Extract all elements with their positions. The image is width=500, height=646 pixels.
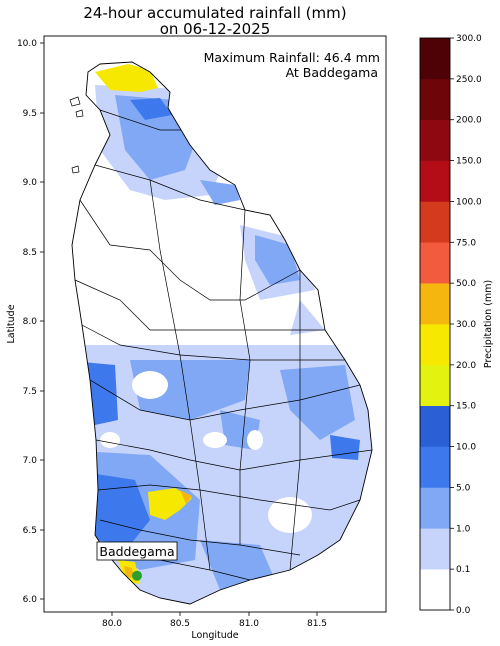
- station-label: Baddegama: [99, 544, 174, 559]
- map-title-line2: on 06-12-2025: [159, 20, 271, 38]
- colorbar-segment: [420, 38, 450, 80]
- y-tick-label: 8.0: [23, 317, 38, 327]
- colorbar-segment: [420, 324, 450, 366]
- station-label-box: [96, 541, 178, 561]
- y-tick-label: 7.5: [23, 387, 37, 397]
- y-tick-label: 8.5: [23, 248, 37, 258]
- district-boundaries: [74, 109, 372, 581]
- x-tick-label: 80.0: [102, 619, 122, 629]
- colorbar: 0.0 0.1 1.0 5.0 10.0 15.0 20.0 30.0 50.0 75.0 100.…: [419, 34, 482, 616]
- rain-mid-northeast: [200, 180, 240, 205]
- colorbar-tick-label: 0.0: [456, 606, 471, 616]
- rain-mid-south: [200, 540, 275, 590]
- rain-dark-east: [330, 435, 360, 460]
- x-axis: 80.0 80.5 81.0 81.5 Longitude: [102, 612, 327, 641]
- y-tick-label: 10.0: [17, 39, 37, 49]
- rain-gap-2: [132, 371, 168, 399]
- colorbar-segment: [420, 242, 450, 284]
- colorbar-tick-label: 10.0: [456, 443, 476, 453]
- y-tick-label: 6.5: [23, 526, 37, 536]
- station-marker: [132, 570, 142, 581]
- y-axis-label: Latitude: [6, 304, 17, 343]
- x-axis-label: Longitude: [191, 630, 238, 641]
- colorbar-segment: [420, 160, 450, 202]
- colorbar-segment: [420, 487, 450, 529]
- colorbar-tick-label: 200.0: [456, 116, 482, 126]
- rain-light-mid: [290, 300, 325, 335]
- colorbar-tick-label: 100.0: [456, 197, 482, 207]
- offshore-islands: [69, 96, 84, 174]
- colorbar-tick-label: 0.1: [456, 565, 470, 575]
- y-tick-label: 7.0: [23, 456, 38, 466]
- max-rainfall-text: Maximum Rainfall: 46.4 mm: [204, 50, 380, 65]
- rain-gap-5: [247, 430, 263, 450]
- colorbar-tick-label: 15.0: [456, 402, 476, 412]
- colorbar-tick-label: 1.0: [456, 524, 471, 534]
- rain-gap-4: [203, 432, 227, 448]
- rain-yellow-center: [148, 488, 192, 520]
- colorbar-tick-label: 75.0: [456, 238, 476, 248]
- colorbar-segment: [420, 201, 450, 243]
- colorbar-segment: [420, 569, 450, 611]
- rain-gap-3: [100, 432, 120, 448]
- colorbar-segment: [420, 364, 450, 407]
- x-tick-label: 81.5: [307, 619, 327, 629]
- x-tick-label: 81.0: [239, 619, 259, 629]
- colorbar-segment: [420, 446, 450, 488]
- y-tick-label: 9.0: [23, 178, 38, 188]
- rain-orange-southwest: [124, 566, 134, 578]
- rain-orange-center: [180, 490, 192, 504]
- colorbar-tick-label: 50.0: [456, 279, 476, 289]
- colorbar-segment: [420, 528, 450, 570]
- x-tick-label: 80.5: [170, 619, 190, 629]
- colorbar-segment: [420, 283, 450, 325]
- colorbar-tick-label: 30.0: [456, 320, 476, 330]
- rain-dark-north: [130, 98, 172, 120]
- colorbar-tick-label: 300.0: [456, 34, 482, 44]
- map-axes-frame: [43, 35, 387, 613]
- y-tick-label: 9.5: [23, 109, 37, 119]
- colorbar-tick-label: 5.0: [456, 483, 471, 493]
- colorbar-segment: [420, 119, 450, 161]
- colorbar-tick-label: 150.0: [456, 157, 482, 167]
- rain-yellow-north: [95, 64, 158, 92]
- colorbar-tick-label: 20.0: [456, 361, 476, 371]
- colorbar-segment: [420, 405, 450, 447]
- max-rainfall-station-text: At Baddegama: [286, 65, 378, 80]
- colorbar-segment: [420, 78, 450, 121]
- map-title-line1: 24-hour accumulated rainfall (mm): [83, 4, 347, 22]
- colorbar-label: Precipitation (mm): [483, 280, 494, 368]
- colorbar-tick-label: 250.0: [456, 75, 482, 85]
- island-coastline: [71, 61, 373, 605]
- y-axis: 6.0 6.5 7.0 7.5 8.0 8.5 9.0 9.5 10.0 Lat…: [6, 39, 44, 605]
- y-tick-label: 6.0: [23, 595, 38, 605]
- rain-mid-east2: [280, 365, 355, 440]
